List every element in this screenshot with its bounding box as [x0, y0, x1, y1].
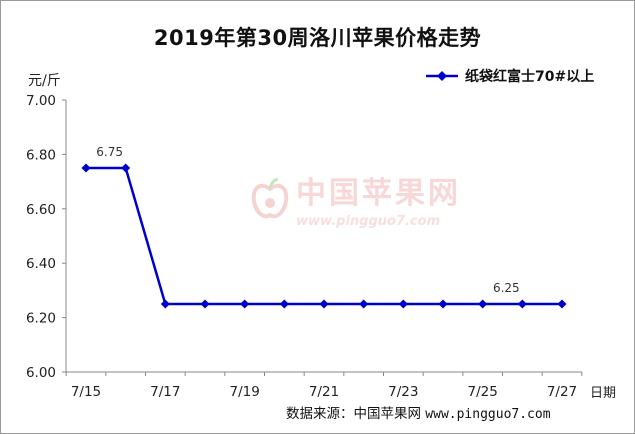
- data-source: 数据来源：中国苹果网 www.pingguo7.com: [286, 402, 551, 422]
- data-point-marker: [517, 299, 527, 309]
- y-tick-label: 6.00: [26, 365, 56, 381]
- x-tick-label: 7/25: [468, 384, 498, 400]
- legend-line-marker-icon: [426, 71, 458, 81]
- legend: 纸袋红富士70#以上: [425, 66, 594, 86]
- series-layer: [81, 163, 567, 309]
- y-tick-label: 6.80: [26, 147, 56, 163]
- data-point-marker: [200, 299, 210, 309]
- x-tick-label: 7/21: [309, 384, 339, 400]
- data-point-marker: [160, 299, 170, 309]
- watermark-name: 中国苹果网: [296, 176, 461, 211]
- y-tick-label: 7.00: [26, 93, 56, 109]
- x-tick-label: 7/23: [388, 384, 418, 400]
- axes: 6.00 6.20 6.40 6.60 6.80 7.00 7/15 7/17 7/19 7/21…: [26, 93, 583, 400]
- series-line: [86, 166, 562, 306]
- source-url: www.pingguo7.com: [425, 407, 551, 422]
- y-tick-label: 6.40: [26, 256, 56, 272]
- data-point-marker: [81, 163, 91, 173]
- chart-title: 2019年第30周洛川苹果价格走势: [153, 26, 482, 50]
- labels-layer: 6.75 6.25: [96, 145, 519, 295]
- data-point-marker: [319, 299, 329, 309]
- x-tick-label: 7/19: [230, 384, 260, 400]
- x-tick-label: 7/17: [150, 384, 180, 400]
- data-label: 6.75: [96, 145, 123, 159]
- apple-logo-icon: [251, 177, 289, 218]
- watermark-url: www.pingguo7.com: [296, 214, 441, 229]
- x-tick-label: 7/15: [71, 384, 101, 400]
- data-point-marker: [398, 299, 408, 309]
- data-point-marker: [121, 163, 131, 173]
- legend-series-label: 纸袋红富士70#以上: [465, 69, 595, 85]
- data-point-marker: [359, 299, 369, 309]
- data-point-marker: [438, 299, 448, 309]
- source-label: 数据来源：中国苹果网: [286, 406, 421, 422]
- data-point-marker: [557, 299, 567, 309]
- data-label: 6.25: [493, 281, 520, 295]
- x-axis-label: 日期: [590, 386, 617, 401]
- y-axis-unit-label: 元/斤: [28, 73, 61, 89]
- data-point-marker: [279, 299, 289, 309]
- y-tick-label: 6.20: [26, 311, 56, 327]
- x-tick-label: 7/27: [547, 384, 577, 400]
- data-point-marker: [240, 299, 250, 309]
- watermark: 中国苹果网 www.pingguo7.com: [250, 168, 461, 229]
- y-tick-label: 6.60: [26, 202, 56, 218]
- data-point-marker: [478, 299, 488, 309]
